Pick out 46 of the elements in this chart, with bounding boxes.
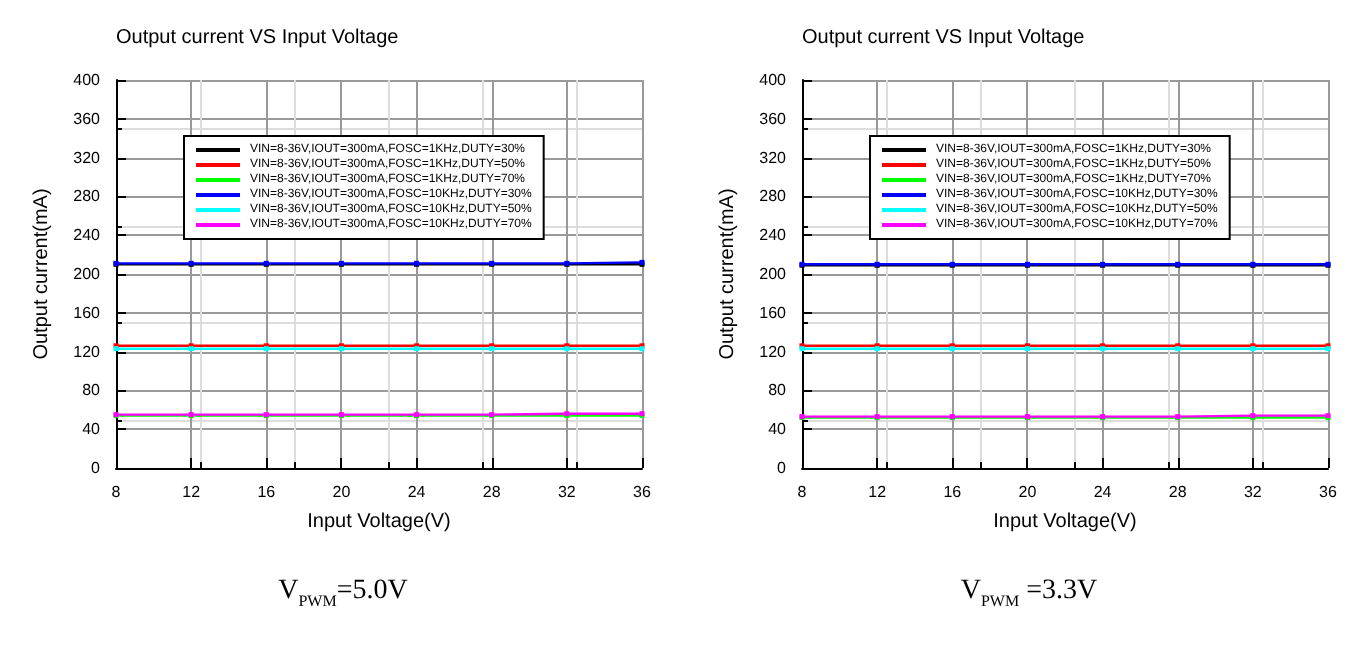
x-tick-label: 8 xyxy=(111,483,122,501)
y-axis-title: Output current(mA) xyxy=(30,188,53,360)
y-tick-label: 240 xyxy=(73,226,102,245)
y-tick-label: 400 xyxy=(73,71,102,89)
x-tick-label: 32 xyxy=(1243,483,1263,501)
y-tick-label: 200 xyxy=(759,265,788,283)
x-tick-label: 12 xyxy=(868,483,888,501)
x-tick-label: 12 xyxy=(182,483,202,501)
x-tick-label: 28 xyxy=(482,483,502,501)
text: V$_{PWM}$=5.0V xyxy=(276,576,410,610)
y-tick-label: 40 xyxy=(82,420,102,439)
x-tick-label: 28 xyxy=(1168,483,1188,501)
y-tick-label: 200 xyxy=(73,265,102,283)
y-tick-label: 120 xyxy=(759,342,788,361)
x-axis-title: Input Voltage(V) xyxy=(307,511,451,533)
y-tick-label: 80 xyxy=(82,381,102,400)
x-tick-label: 24 xyxy=(407,483,427,501)
y-tick-label: 160 xyxy=(759,303,788,322)
y-tick-label: 400 xyxy=(759,71,788,89)
x-tick-label: 32 xyxy=(557,483,577,501)
y-axis-title: Output current(mA) xyxy=(716,188,739,360)
x-tick-label: 36 xyxy=(633,483,652,501)
x-tick-label: 16 xyxy=(257,483,277,501)
y-tick-label: 240 xyxy=(759,226,788,245)
y-tick-label: 120 xyxy=(73,342,102,361)
x-tick-label: 20 xyxy=(332,483,352,501)
y-tick-label: 320 xyxy=(759,148,788,167)
y-tick-label: 160 xyxy=(73,303,102,322)
y-tick-label: 40 xyxy=(768,420,788,439)
y-tick-label: 360 xyxy=(73,109,102,128)
text: V$_{PWM}$ =3.3V xyxy=(958,576,1100,610)
y-tick-label: 80 xyxy=(768,381,788,400)
y-tick-label: 320 xyxy=(73,148,102,167)
y-tick-label: 280 xyxy=(73,187,102,206)
x-tick-label: 16 xyxy=(943,483,963,501)
chart-title: Output current VS Input Voltage xyxy=(802,27,1086,49)
x-tick-label: 8 xyxy=(797,483,808,501)
y-tick-label: 360 xyxy=(759,109,788,128)
x-tick-label: 20 xyxy=(1018,483,1038,501)
x-tick-label: 24 xyxy=(1093,483,1113,501)
x-axis-title: Input Voltage(V) xyxy=(993,511,1137,533)
x-tick-label: 36 xyxy=(1319,483,1338,501)
y-tick-label: 0 xyxy=(777,459,788,477)
y-tick-label: 0 xyxy=(91,459,102,477)
y-tick-label: 280 xyxy=(759,187,788,206)
chart-title: Output current VS Input Voltage xyxy=(116,27,400,49)
